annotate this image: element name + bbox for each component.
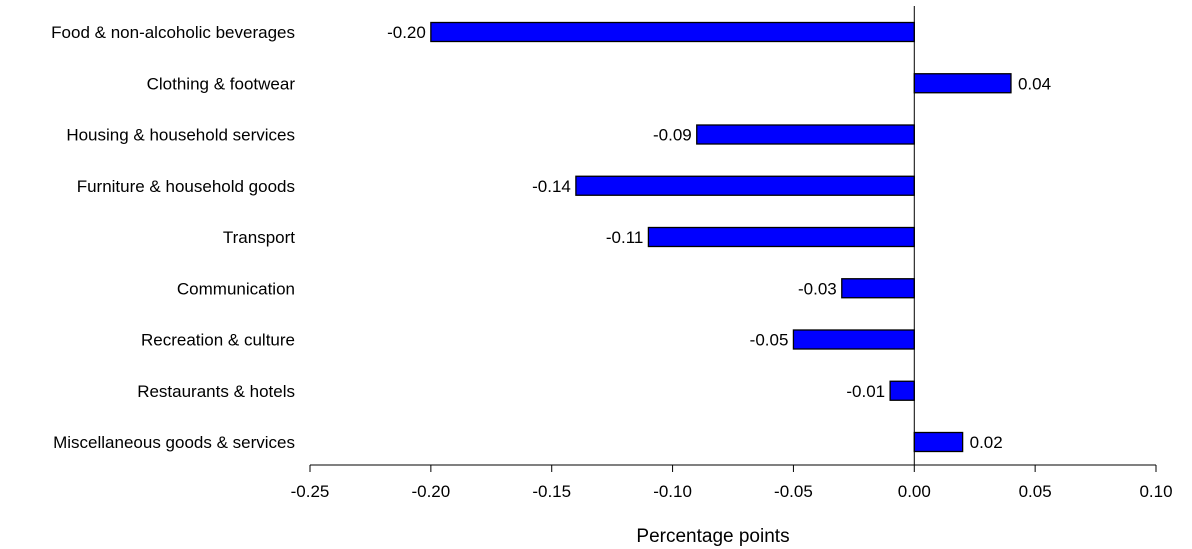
bar	[696, 124, 915, 145]
category-label: Clothing & footwear	[147, 74, 296, 93]
x-tick-label: 0.10	[1139, 482, 1172, 501]
value-labels: -0.20 0.04 -0.09 -0.14 -0.11 -0.03 -0.05 -0.01 0…	[387, 23, 1051, 452]
bar	[792, 329, 915, 350]
data-label: 0.04	[1018, 74, 1051, 93]
category-labels: Food & non-alcoholic beverages Clothing &…	[51, 23, 295, 452]
x-tick-label: -0.05	[774, 482, 813, 501]
bar	[841, 278, 915, 299]
bar	[430, 21, 915, 43]
category-label: Food & non-alcoholic beverages	[51, 23, 295, 42]
x-axis-title: Percentage points	[636, 526, 789, 547]
bar	[889, 380, 915, 401]
category-label: Recreation & culture	[141, 331, 295, 350]
category-label: Housing & household services	[66, 126, 295, 145]
x-tick-label: 0.05	[1019, 482, 1052, 501]
x-tick-label: -0.15	[532, 482, 571, 501]
category-label: Furniture & household goods	[77, 177, 295, 196]
data-label: -0.01	[846, 382, 885, 401]
x-tick-label: -0.25	[291, 482, 330, 501]
bar	[647, 226, 915, 248]
data-label: 0.02	[970, 433, 1003, 452]
x-tick-label: -0.10	[653, 482, 692, 501]
x-tick-label: -0.20	[411, 482, 450, 501]
data-label: -0.05	[750, 331, 789, 350]
data-label: -0.14	[532, 177, 571, 196]
category-label: Transport	[223, 228, 295, 247]
bar	[913, 431, 964, 453]
data-label: -0.09	[653, 126, 692, 145]
category-label: Communication	[177, 279, 295, 298]
data-label: -0.11	[606, 228, 644, 247]
data-label: -0.03	[798, 279, 837, 298]
data-label: -0.20	[387, 23, 426, 42]
category-label: Restaurants & hotels	[137, 382, 295, 401]
x-axis: -0.25 -0.20 -0.15 -0.10 -0.05 0.00 0.05 0.10	[291, 464, 1173, 501]
category-label: Miscellaneous goods & services	[53, 433, 295, 452]
bars-layer	[430, 21, 1012, 453]
bar	[575, 175, 915, 196]
x-tick-label: 0.00	[898, 482, 931, 501]
bar	[913, 73, 1012, 94]
